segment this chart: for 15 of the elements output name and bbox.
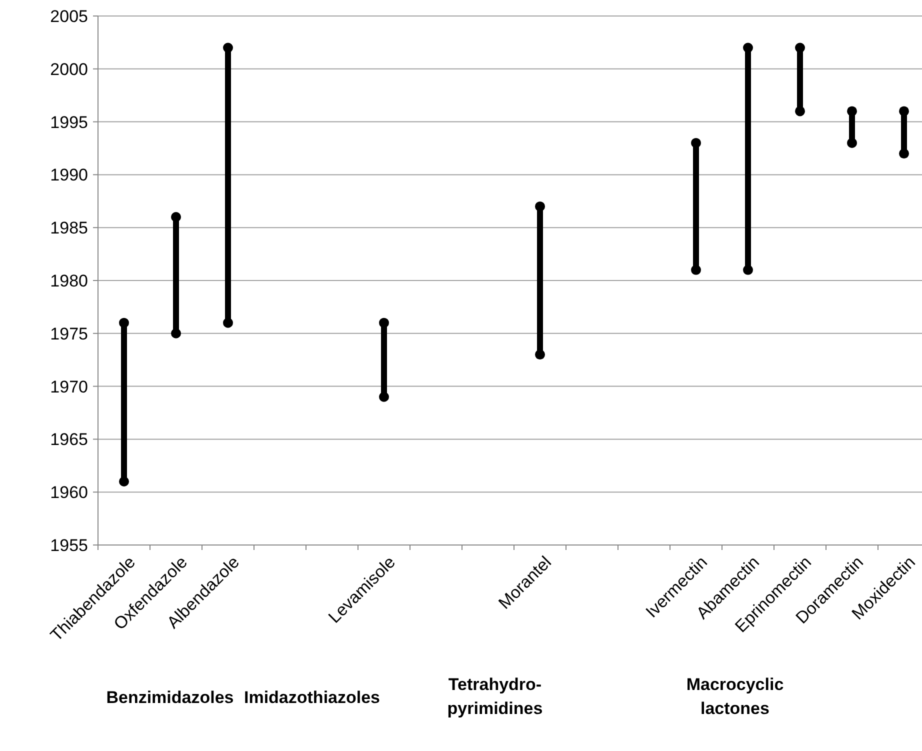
y-tick-label: 1970 — [50, 377, 88, 396]
y-tick-label: 1960 — [50, 483, 88, 502]
y-tick-label: 2000 — [50, 60, 88, 79]
y-tick-label: 1980 — [50, 271, 88, 290]
text: Benzimidazoles — [106, 688, 234, 707]
y-tick-label: 1985 — [50, 218, 88, 238]
y-tick-label: 2005 — [50, 6, 88, 26]
text: Macrocyclic lactones — [686, 675, 784, 718]
text: Imidazothiazoles — [244, 688, 380, 707]
y-tick-label: 1990 — [50, 166, 88, 185]
y-tick-label: 1965 — [50, 430, 88, 450]
y-tick-label: 1995 — [50, 112, 88, 132]
y-tick-label: 1975 — [50, 324, 88, 344]
y-tick-label: 1955 — [50, 536, 88, 555]
text: Tetrahydro-pyrimidines — [447, 675, 543, 718]
